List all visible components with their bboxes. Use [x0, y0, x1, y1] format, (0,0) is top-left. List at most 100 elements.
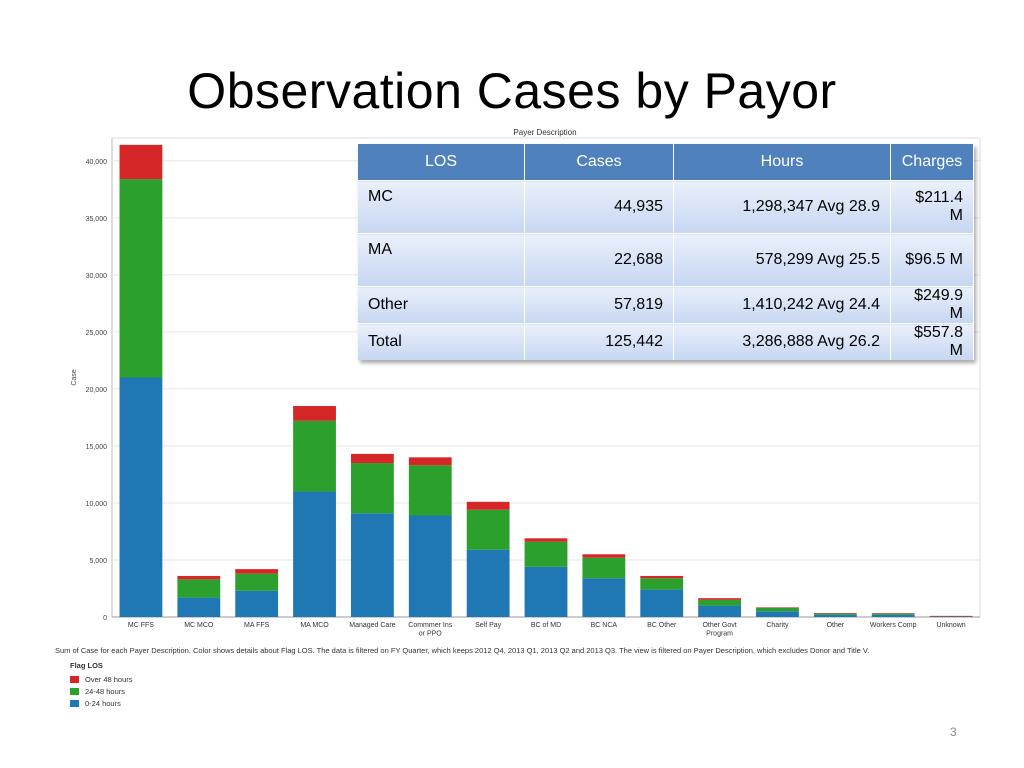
x-tick-label: Managed Care — [349, 622, 395, 629]
bar-segment — [408, 457, 452, 466]
summary-table: LOS Cases Hours Charges MC 44,935 1,298,… — [358, 144, 974, 360]
bar-segment — [756, 607, 799, 612]
y-tick-label: 35,000 — [86, 216, 108, 223]
legend-item-0-24: 0-24 hours — [70, 697, 133, 709]
y-axis-label: Case — [71, 369, 78, 385]
x-tick-label: or PPO — [419, 631, 443, 638]
x-tick-label: Unknown — [936, 622, 965, 629]
bar-segment — [582, 578, 626, 617]
table-header-charges: Charges — [890, 144, 974, 181]
bar-segment — [119, 377, 163, 617]
bar-segment — [640, 575, 684, 579]
bar-segment — [756, 611, 799, 617]
bar-segment — [756, 607, 799, 608]
chart-footnote: Sum of Case for each Payer Description. … — [55, 646, 870, 655]
table-row: MA 22,688 578,299 Avg 25.5 $96.5 M — [358, 233, 974, 287]
bar-segment — [813, 613, 857, 614]
table-cell-cases: 125,442 — [524, 323, 674, 360]
y-tick-label: 30,000 — [86, 273, 108, 280]
table-cell-los: Other — [358, 286, 525, 324]
table-header-cases: Cases — [524, 144, 674, 181]
legend-label: Over 48 hours — [85, 674, 133, 684]
bar-segment — [177, 575, 221, 580]
bar-segment — [871, 614, 915, 617]
x-tick-label: BC NCA — [591, 622, 618, 629]
bar-segment — [350, 463, 394, 514]
legend-swatch — [70, 699, 79, 707]
legend-item-24-48: 24-48 hours — [70, 685, 133, 697]
bar-segment — [524, 566, 568, 617]
bar-segment — [813, 613, 857, 615]
y-tick-label: 20,000 — [86, 387, 108, 394]
bar-segment — [350, 513, 394, 617]
legend-swatch — [70, 687, 79, 695]
table-cell-hours: 1,298,347 Avg 28.9 — [673, 180, 891, 234]
bar-segment — [235, 569, 279, 574]
slide-title: Observation Cases by Payor — [187, 63, 837, 119]
bar-segment — [466, 501, 510, 510]
legend-title: Flag LOS — [70, 661, 103, 670]
y-tick-label: 10,000 — [86, 501, 108, 508]
legend-swatch — [70, 675, 79, 683]
x-tick-label: MC MCO — [184, 622, 214, 629]
bar-segment — [524, 541, 568, 567]
bar-segment — [177, 579, 221, 598]
table-cell-hours: 578,299 Avg 25.5 — [673, 233, 891, 287]
bar-segment — [408, 515, 452, 617]
table-header-los: LOS — [358, 144, 525, 181]
bar-segment — [235, 573, 279, 591]
table-header-row: LOS Cases Hours Charges — [358, 144, 974, 181]
table-row: MC 44,935 1,298,347 Avg 28.9 $211.4 M — [358, 180, 974, 234]
bar-segment — [871, 613, 915, 614]
bar-segment — [350, 453, 394, 464]
table-row: Other 57,819 1,410,242 Avg 24.4 $249.9 M — [358, 286, 974, 324]
bar-segment — [929, 615, 973, 617]
table-cell-hours: 1,410,242 Avg 24.4 — [673, 286, 891, 324]
bar-segment — [698, 599, 742, 606]
x-tick-label: MC FFS — [128, 622, 154, 629]
table-cell-charges: $249.9 M — [890, 286, 974, 324]
bar-segment — [524, 538, 568, 542]
legend-item-over-48: Over 48 hours — [70, 673, 133, 685]
bar-segment — [640, 589, 684, 617]
x-tick-label: Other — [827, 622, 845, 629]
bar-segment — [119, 144, 163, 180]
bar-segment — [466, 549, 510, 617]
bar-segment — [929, 616, 973, 617]
x-tick-label: Charity — [766, 622, 789, 629]
table-cell-hours: 3,286,888 Avg 26.2 — [673, 323, 891, 360]
table-cell-los: MA — [358, 233, 525, 287]
table-cell-charges: $96.5 M — [890, 233, 974, 287]
y-tick-label: 5,000 — [89, 558, 107, 565]
bar-segment — [408, 465, 452, 516]
table-cell-los: MC — [358, 180, 525, 234]
table-cell-los: Total — [358, 323, 525, 360]
bar-segment — [293, 491, 336, 617]
bar-segment — [640, 578, 684, 590]
y-tick-label: 15,000 — [86, 444, 108, 451]
x-tick-label: BC of MD — [531, 622, 561, 629]
table-cell-cases: 44,935 — [524, 180, 674, 234]
legend-label: 0-24 hours — [85, 698, 121, 708]
table-cell-cases: 57,819 — [524, 286, 674, 324]
y-tick-label: 25,000 — [86, 330, 108, 337]
bar-segment — [871, 613, 915, 615]
bar-segment — [177, 597, 221, 617]
x-tick-label: BC Other — [647, 622, 677, 629]
table-row: Total 125,442 3,286,888 Avg 26.2 $557.8 … — [358, 323, 974, 360]
bar-segment — [698, 605, 742, 617]
table-header-hours: Hours — [673, 144, 891, 181]
bar-segment — [582, 554, 626, 558]
bar-segment — [235, 590, 279, 617]
x-tick-label: Program — [706, 631, 733, 638]
bar-segment — [466, 509, 510, 550]
x-tick-label: Commmer Ins — [408, 622, 452, 629]
legend-label: 24-48 hours — [85, 686, 126, 696]
bar-segment — [119, 179, 163, 378]
x-tick-label: Workers Comp — [870, 622, 917, 629]
x-tick-label: Other Govt — [702, 622, 736, 629]
bar-segment — [582, 557, 626, 579]
table-cell-charges: $557.8 M — [890, 323, 974, 360]
x-tick-label: Self Pay — [475, 622, 502, 629]
y-tick-label: 0 — [103, 615, 107, 622]
